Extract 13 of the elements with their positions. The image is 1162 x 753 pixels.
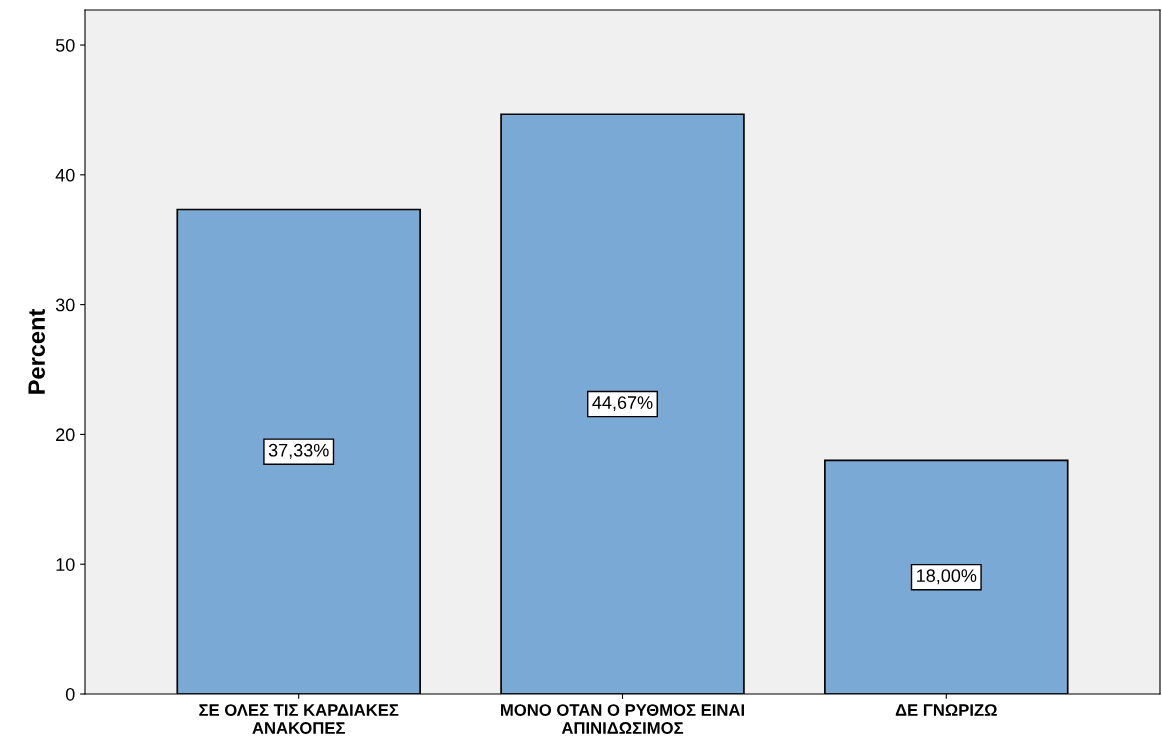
y-tick-label: 10 (56, 558, 75, 571)
x-tick-label: ΣΕ ΟΛΕΣ ΤΙΣ ΚΑΡΔΙΑΚΕΣ ΑΝΑΚΟΠΕΣ (199, 704, 399, 734)
y-tick-label: 20 (56, 428, 75, 442)
y-tick-label: 40 (55, 168, 75, 182)
x-tick-label: ΜΟΝΟ ΟΤΑΝ Ο ΡΥΘΜΟΣ ΕΙΝΑΙ ΑΠΙΝΙΔΩΣΙΜΟΣ (501, 704, 744, 734)
x-tick-label: ΔΕ ΓΝΩΡΙΖΩ (895, 704, 997, 716)
data-label: 18,00% (917, 569, 977, 585)
y-axis-title: Percent (28, 308, 45, 394)
data-label: 44,67% (592, 396, 653, 412)
y-tick-label: 30 (55, 298, 75, 312)
y-tick-label: 0 (65, 687, 75, 701)
data-label: 37,33% (268, 443, 329, 459)
y-tick-label: 50 (55, 38, 75, 52)
